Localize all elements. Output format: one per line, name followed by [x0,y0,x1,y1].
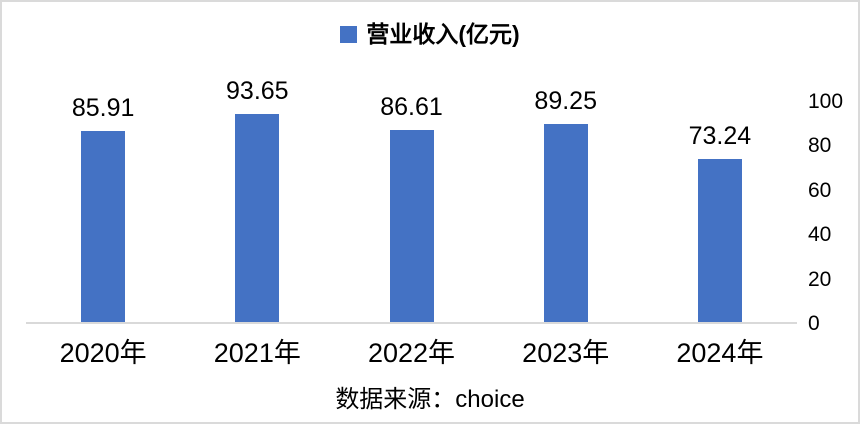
x-axis: 2020年 2021年 2022年 2023年 2024年 [26,336,797,370]
bar-value-label: 85.91 [71,94,135,122]
bar-value-label: 89.25 [534,87,597,115]
bar-column: 86.61 [334,93,488,322]
x-axis-label: 2020年 [59,338,147,368]
bar-column: 73.24 [643,102,797,322]
y-axis-tick-label: 80 [808,134,832,157]
bar [235,114,280,322]
x-axis-label: 2021年 [213,338,301,368]
y-axis-tick-label: 100 [808,90,844,113]
bar [697,159,742,322]
bar-value-label: 86.61 [380,93,443,121]
x-axis-label: 2023年 [522,338,610,368]
x-axis-label: 2022年 [367,338,456,368]
y-axis-tick-label: 40 [808,223,832,246]
bar-value-label: 93.65 [226,77,289,105]
y-axis: 0 20 40 60 80 100 [808,90,858,335]
bar [81,131,126,322]
source-note: 数据来源：choice [335,386,525,413]
bar-column: 93.65 [180,77,334,322]
bar-column: 89.25 [489,87,643,322]
bar [543,124,588,322]
y-axis-tick-label: 60 [808,179,832,202]
legend: 营业收入(亿元) [2,20,858,48]
plot-area: 85.91 93.65 86.61 89.25 73.24 [26,77,797,324]
y-axis-tick-label: 0 [808,312,820,335]
bar [389,130,434,322]
x-axis-label: 2024年 [676,338,764,368]
bar-value-label: 73.24 [688,122,752,150]
y-axis-tick-label: 20 [808,268,832,291]
bar-column: 85.91 [26,94,180,322]
legend-label: 营业收入(亿元) [366,21,520,47]
legend-color-swatch-icon [340,25,358,43]
